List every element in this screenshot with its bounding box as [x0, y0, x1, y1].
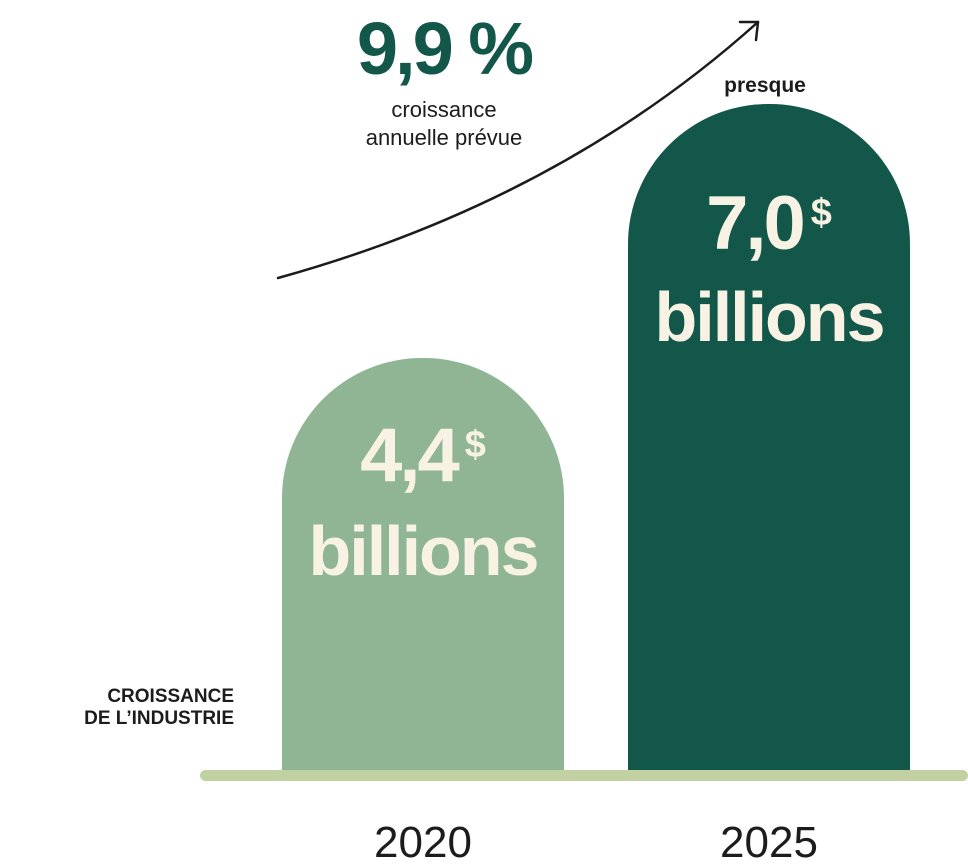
side-label-line-2: DE L’INDUSTRIE	[84, 708, 234, 729]
baseline	[200, 770, 968, 781]
currency-symbol-2025: $	[810, 192, 832, 234]
bar-value-2020: 4,4 $	[282, 418, 564, 494]
bar-unit-2020: billions	[308, 512, 540, 590]
growth-rate-value: 9,9 %	[356, 7, 534, 90]
qualifier-label-2025: presque	[724, 74, 806, 97]
bar-unit-2025: billions	[654, 278, 886, 356]
trend-arrowhead	[738, 20, 760, 42]
currency-symbol-2020: $	[464, 424, 486, 466]
x-tick-2025: 2025	[720, 818, 818, 867]
bar-2025: 7,0 $ billions	[628, 104, 910, 772]
growth-rate-caption: croissance annuelle prévue	[322, 96, 566, 152]
bar-2020: 4,4 $ billions	[282, 358, 564, 772]
bar-amount-2025: 7,0	[706, 181, 806, 266]
bar-value-2025: 7,0 $	[628, 186, 910, 262]
bar-amount-2020: 4,4	[360, 413, 460, 498]
growth-caption-line-1: croissance	[391, 97, 497, 122]
trend-arrow-line	[276, 20, 760, 280]
side-label-line-1: CROISSANCE	[107, 686, 234, 707]
x-tick-2020: 2020	[374, 818, 472, 867]
growth-caption-line-2: annuelle prévue	[365, 125, 523, 150]
side-label: CROISSANCE DE L’INDUSTRIE	[20, 686, 234, 730]
